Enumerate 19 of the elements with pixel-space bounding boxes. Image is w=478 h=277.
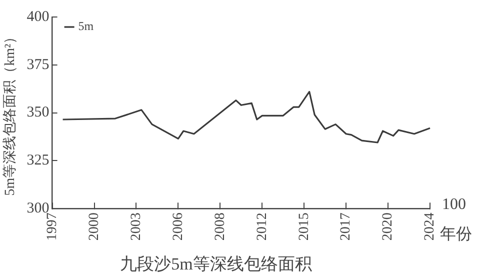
x-tick-label: 2008 <box>212 212 228 241</box>
y-tick-label: 400 <box>26 8 50 25</box>
x-axis-title: 年份 <box>440 226 472 243</box>
x-tick-label: 2012 <box>254 212 270 241</box>
y-tick-label: 325 <box>26 152 50 169</box>
x-tick-label: 1997 <box>44 212 60 241</box>
y-axis-title: 5m等深线包络面积（km²） <box>2 30 18 196</box>
x-tick-label: 2020 <box>380 212 396 241</box>
x-tick-label: 2024 <box>422 212 438 241</box>
text: 九段沙5m等深线包络面积 <box>120 254 312 274</box>
y-tick-label: 350 <box>26 104 50 121</box>
x-tick-label: 2006 <box>170 212 186 241</box>
x-tick-label: 2015 <box>296 212 312 241</box>
y-tick-label: 375 <box>26 56 50 73</box>
legend-label: 5m <box>78 19 94 34</box>
x-tick-label: 2000 <box>86 212 102 241</box>
x-tick-label: 2017 <box>338 212 354 241</box>
text: 100 <box>442 196 466 213</box>
x-tick-label: 2003 <box>128 212 144 241</box>
